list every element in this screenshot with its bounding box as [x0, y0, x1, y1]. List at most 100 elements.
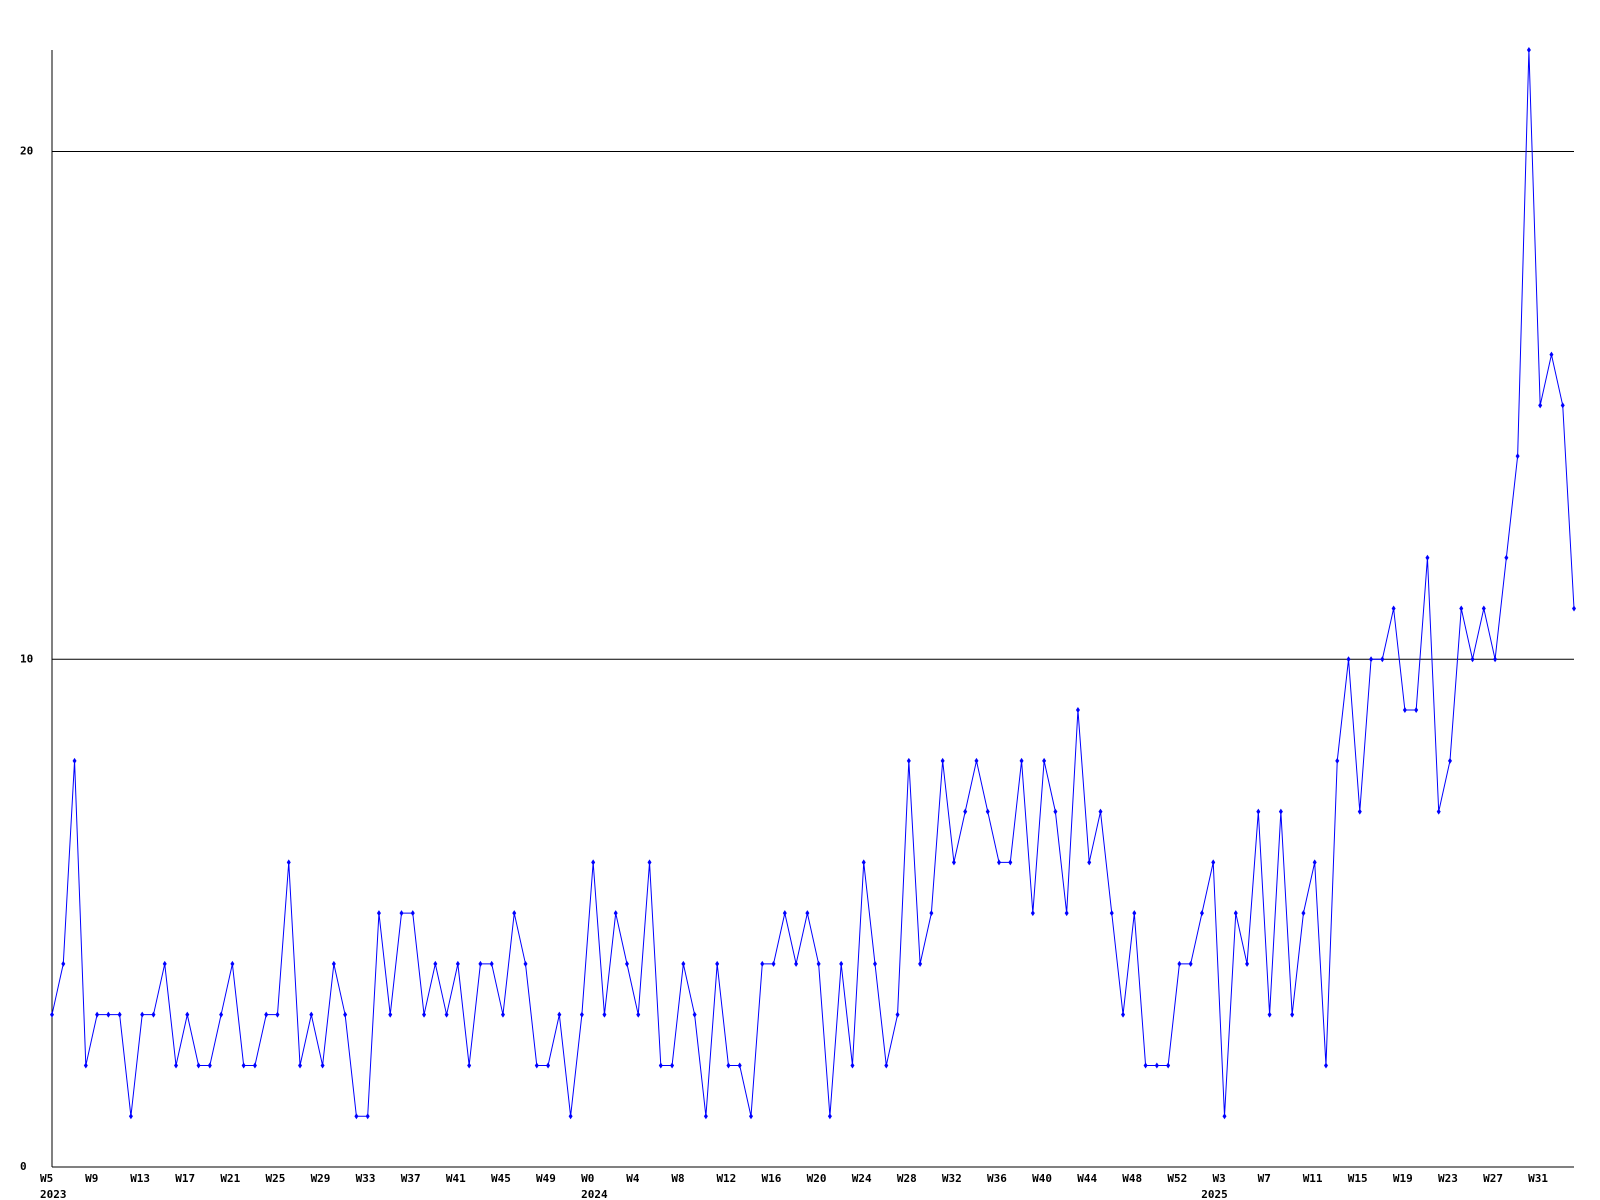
data-point	[1538, 402, 1543, 409]
x-tick-label: W28	[897, 1172, 917, 1185]
data-point	[1166, 1062, 1171, 1069]
data-point	[388, 1011, 393, 1018]
data-point	[1526, 47, 1531, 53]
x-tick-label: W11	[1303, 1172, 1323, 1185]
x-group-label: 2024	[581, 1188, 608, 1200]
data-point	[1177, 960, 1182, 967]
x-tick-label: W9	[85, 1172, 98, 1185]
x-tick-label: W37	[401, 1172, 421, 1185]
data-point	[1256, 808, 1261, 815]
data-point	[467, 1062, 472, 1069]
data-point	[422, 1011, 427, 1018]
data-point	[613, 910, 618, 917]
data-point	[174, 1062, 179, 1069]
data-point	[275, 1011, 280, 1018]
x-tick-label: W25	[265, 1172, 285, 1185]
data-point	[365, 1113, 370, 1120]
data-point	[1143, 1062, 1148, 1069]
x-tick-label: W33	[356, 1172, 376, 1185]
data-point	[636, 1011, 641, 1018]
data-point	[1459, 605, 1464, 612]
data-point	[1436, 808, 1441, 815]
data-point	[1301, 910, 1306, 917]
data-point	[1019, 757, 1024, 764]
data-point	[1425, 554, 1430, 561]
data-point	[624, 960, 629, 967]
data-point	[940, 757, 945, 764]
data-point	[703, 1113, 708, 1120]
data-point	[658, 1062, 663, 1069]
data-point	[264, 1011, 269, 1018]
data-point	[1346, 656, 1351, 663]
data-point	[1053, 808, 1058, 815]
data-point	[376, 910, 381, 917]
data-point	[1335, 757, 1340, 764]
x-tick-label: W17	[175, 1172, 195, 1185]
data-point	[1064, 910, 1069, 917]
data-point	[737, 1062, 742, 1069]
data-point	[895, 1011, 900, 1018]
data-point	[410, 910, 415, 917]
data-point	[1154, 1062, 1159, 1069]
data-point	[500, 1011, 505, 1018]
data-point	[1572, 605, 1576, 612]
y-tick-label: 0	[20, 1160, 27, 1173]
data-point	[1481, 605, 1486, 612]
data-point	[219, 1011, 224, 1018]
data-point	[1560, 402, 1565, 409]
data-point	[918, 960, 923, 967]
x-tick-label: W16	[762, 1172, 782, 1185]
data-point	[1391, 605, 1396, 612]
x-tick-label: W3	[1213, 1172, 1226, 1185]
data-point	[1549, 351, 1554, 358]
data-point	[309, 1011, 314, 1018]
data-point	[1098, 808, 1103, 815]
data-point	[298, 1062, 303, 1069]
data-point	[1188, 960, 1193, 967]
data-point	[861, 859, 866, 866]
x-tick-label: W7	[1258, 1172, 1271, 1185]
data-point	[1042, 757, 1047, 764]
data-point	[455, 960, 460, 967]
data-point	[354, 1113, 359, 1120]
data-point	[1245, 960, 1250, 967]
data-point	[331, 960, 336, 967]
data-point	[1008, 859, 1013, 866]
x-group-label: 2025	[1201, 1188, 1228, 1200]
data-point	[568, 1113, 573, 1120]
data-point	[670, 1062, 675, 1069]
data-point	[534, 1062, 539, 1069]
x-tick-label: W24	[852, 1172, 872, 1185]
data-point	[1121, 1011, 1126, 1018]
x-tick-label: W4	[626, 1172, 640, 1185]
x-tick-label: W5	[40, 1172, 53, 1185]
data-point	[1470, 656, 1475, 663]
data-point	[929, 910, 934, 917]
data-point	[1199, 910, 1204, 917]
data-point	[726, 1062, 731, 1069]
data-point	[230, 960, 235, 967]
data-point	[794, 960, 799, 967]
data-point	[1278, 808, 1283, 815]
data-point	[557, 1011, 562, 1018]
data-point	[1515, 453, 1520, 460]
data-point	[805, 910, 810, 917]
data-point	[106, 1011, 111, 1018]
data-point	[1380, 656, 1385, 663]
data-point	[681, 960, 686, 967]
data-point	[974, 757, 979, 764]
x-tick-label: W13	[130, 1172, 150, 1185]
data-point	[647, 859, 652, 866]
data-point	[489, 960, 494, 967]
x-group-label: 2023	[40, 1188, 67, 1200]
data-point	[1222, 1113, 1227, 1120]
data-point	[760, 960, 765, 967]
data-point	[951, 859, 956, 866]
data-point	[1493, 656, 1498, 663]
data-point	[286, 859, 291, 866]
x-tick-label: W31	[1528, 1172, 1548, 1185]
data-point	[207, 1062, 212, 1069]
data-point	[252, 1062, 257, 1069]
data-point	[715, 960, 720, 967]
x-tick-label: W20	[807, 1172, 827, 1185]
